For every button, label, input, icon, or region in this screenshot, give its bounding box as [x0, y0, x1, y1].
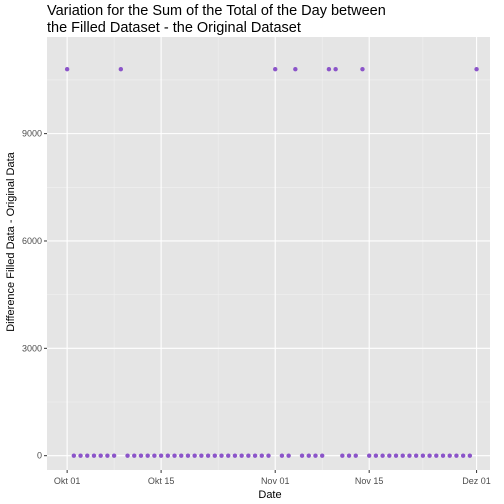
data-point [192, 453, 197, 458]
data-point [286, 453, 291, 458]
data-point [246, 453, 251, 458]
data-point [226, 453, 231, 458]
data-point [172, 453, 177, 458]
data-point [132, 453, 137, 458]
y-tick-label: 6000 [22, 236, 42, 246]
data-point [299, 453, 305, 458]
x-tick-label: Dez 01 [462, 476, 491, 486]
x-axis-label: Date [258, 489, 281, 501]
data-point [313, 453, 318, 458]
y-axis: 0 3000 6000 9000 [22, 129, 47, 461]
data-point [64, 67, 70, 72]
data-point [185, 453, 191, 458]
data-point [259, 453, 264, 458]
data-point [145, 453, 150, 458]
x-tick-label: Nov 15 [355, 476, 384, 486]
data-point [279, 453, 285, 458]
plot-panel [47, 37, 490, 470]
data-point [346, 453, 352, 458]
data-point [306, 453, 311, 458]
data-point [239, 453, 244, 458]
minor-gridlines [47, 37, 490, 470]
x-axis: Okt 01 Okt 15 Nov 01 Nov 15 Dez 01 [54, 470, 491, 486]
data-point [78, 453, 83, 458]
data-point [474, 67, 479, 72]
data-point [71, 453, 77, 458]
data-point [125, 453, 130, 458]
data-point [333, 67, 338, 72]
data-point [440, 453, 446, 458]
data-point [252, 453, 258, 458]
data-point [85, 453, 90, 458]
data-point [158, 453, 164, 458]
data-point [273, 67, 278, 72]
data-point [353, 453, 358, 458]
data-point [319, 453, 325, 458]
data-point [266, 453, 271, 458]
data-point [212, 453, 218, 458]
data-point [380, 453, 385, 458]
data-point [447, 453, 452, 458]
data-point [413, 453, 419, 458]
data-point [293, 67, 298, 72]
data-point [152, 453, 157, 458]
data-point [467, 453, 473, 458]
data-point [232, 453, 238, 458]
data-point [387, 453, 392, 458]
y-tick-label: 9000 [22, 129, 42, 139]
y-tick-label: 3000 [22, 343, 42, 353]
major-gridlines [47, 37, 490, 470]
data-point [340, 453, 345, 458]
data-point [420, 453, 426, 458]
x-tick-label: Okt 01 [54, 476, 81, 486]
data-points [64, 67, 479, 458]
y-tick-label: 0 [37, 451, 42, 461]
data-point [326, 67, 332, 72]
data-point [219, 453, 224, 458]
data-point [434, 453, 439, 458]
data-point [454, 453, 459, 458]
x-tick-label: Okt 15 [148, 476, 175, 486]
chart-title-line-2: the Filled Dataset - the Original Datase… [47, 20, 301, 36]
chart-title: Variation for the Sum of the Total of th… [47, 3, 487, 37]
data-point [373, 453, 379, 458]
y-axis-label: Difference Filled Data - Original Data [5, 151, 17, 331]
data-point [165, 453, 171, 458]
data-point [407, 453, 412, 458]
data-point [118, 67, 124, 72]
data-point [105, 453, 110, 458]
chart-title-line-1: Variation for the Sum of the Total of th… [47, 3, 386, 19]
data-point [111, 453, 117, 458]
data-point [179, 453, 184, 458]
data-point [199, 453, 204, 458]
data-point [360, 67, 365, 72]
data-point [91, 453, 97, 458]
data-point [460, 453, 466, 458]
data-point [427, 453, 432, 458]
data-point [393, 453, 399, 458]
data-point [205, 453, 211, 458]
data-point [366, 453, 372, 458]
data-point [400, 453, 405, 458]
data-point [138, 453, 144, 458]
x-tick-label: Nov 01 [261, 476, 290, 486]
data-point [98, 453, 103, 458]
